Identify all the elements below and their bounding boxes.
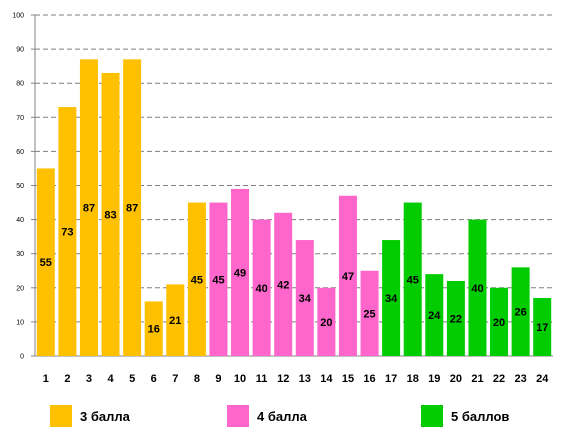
bar [490, 287, 509, 356]
y-tick-label: 0 [20, 354, 24, 361]
x-tick-label: 9 [215, 373, 221, 385]
x-tick-label: 5 [129, 373, 135, 385]
bar [58, 107, 77, 356]
y-tick-label: 90 [16, 47, 24, 54]
bar [317, 287, 336, 356]
data-label: 24 [428, 310, 441, 322]
y-tick-label: 20 [16, 285, 24, 292]
bar [295, 240, 314, 356]
x-tick-label: 14 [320, 373, 333, 385]
y-tick-label: 50 [16, 183, 24, 190]
grid-lines [35, 14, 553, 323]
legend-swatch-3 [421, 405, 443, 427]
data-label: 42 [277, 279, 289, 291]
data-label: 25 [363, 308, 375, 320]
y-tick-label: 80 [16, 81, 24, 88]
bar [360, 270, 379, 356]
bar [511, 267, 530, 356]
x-tick-label: 19 [428, 373, 440, 385]
x-tick-label: 17 [385, 373, 397, 385]
data-label: 26 [515, 307, 527, 319]
data-label: 20 [320, 317, 332, 329]
data-label: 83 [104, 209, 116, 221]
legend-swatch-1 [50, 405, 72, 427]
x-tick-label: 18 [407, 373, 419, 385]
data-label: 20 [493, 317, 505, 329]
y-tick-label: 10 [16, 319, 24, 326]
bar [468, 219, 487, 356]
data-label: 49 [234, 267, 246, 279]
data-label: 40 [256, 283, 268, 295]
bars [36, 59, 552, 357]
data-label: 45 [191, 274, 203, 286]
bar [231, 188, 250, 356]
x-tick-label: 21 [471, 373, 483, 385]
y-tick-label: 100 [12, 13, 24, 20]
legend-swatch-2 [227, 405, 249, 427]
legend-item-1: 3 балла [50, 405, 130, 427]
x-tick-label: 13 [299, 373, 311, 385]
x-tick-label: 3 [86, 373, 92, 385]
bar [533, 298, 552, 356]
data-label: 45 [212, 274, 224, 286]
x-tick-label: 20 [450, 373, 462, 385]
data-label: 34 [385, 293, 398, 305]
legend-item-3: 5 баллов [421, 405, 509, 427]
bar [252, 219, 271, 356]
x-tick-label: 12 [277, 373, 289, 385]
x-tick-label: 1 [43, 373, 49, 385]
bar [446, 280, 465, 356]
x-tick-label: 22 [493, 373, 505, 385]
x-tick-label: 10 [234, 373, 246, 385]
y-tick-label: 40 [16, 217, 24, 224]
x-tick-label: 16 [363, 373, 375, 385]
data-label: 45 [407, 274, 419, 286]
data-label: 55 [40, 257, 52, 269]
legend-label-1: 3 балла [80, 408, 130, 424]
x-tick-label: 2 [64, 373, 70, 385]
data-label: 17 [536, 322, 548, 334]
bar [36, 168, 55, 356]
data-label: 16 [148, 324, 160, 336]
x-tick-label: 11 [256, 373, 268, 385]
bar [274, 212, 293, 356]
bar [101, 72, 120, 356]
data-labels: 55 73 87 83 87 16 21 45 45 49 40 42 34 20 47 25 34 45 24 22… [40, 203, 549, 336]
x-tick-label: 4 [107, 373, 114, 385]
bar [382, 240, 401, 356]
x-tick-labels: 1 2 3 4 5 6 7 8 9 10 11 12 13 14 15 16 17 18 19 20 21 22 23 24 [43, 373, 549, 385]
y-tick-labels: 0 10 20 30 40 50 60 70 80 90 100 [12, 13, 24, 361]
data-label: 22 [450, 313, 462, 325]
bar [79, 59, 98, 357]
legend-item-2: 4 балла [227, 405, 307, 427]
data-label: 87 [126, 203, 138, 215]
bar [123, 59, 142, 357]
y-tick-label: 30 [16, 251, 24, 258]
x-tick-label: 24 [536, 373, 549, 385]
bar [425, 274, 444, 356]
y-tick-label: 60 [16, 149, 24, 156]
x-tick-label: 8 [194, 373, 200, 385]
bar [403, 202, 422, 356]
x-tick-label: 23 [515, 373, 527, 385]
bar [187, 202, 206, 356]
axes [31, 14, 553, 357]
data-label: 87 [83, 203, 95, 215]
bar [166, 284, 185, 356]
x-tick-label: 7 [172, 373, 178, 385]
legend-label-3: 5 баллов [451, 408, 510, 424]
legend-label-2: 4 балла [257, 408, 307, 424]
data-label: 73 [61, 227, 73, 239]
y-tick-label: 70 [16, 115, 24, 122]
data-label: 21 [169, 315, 181, 327]
x-tick-label: 6 [151, 373, 157, 385]
data-label: 47 [342, 271, 354, 283]
bar [209, 202, 228, 356]
bar [338, 195, 357, 356]
data-label: 40 [471, 283, 483, 295]
x-tick-label: 15 [342, 373, 354, 385]
data-label: 34 [299, 293, 312, 305]
bar [144, 301, 163, 356]
